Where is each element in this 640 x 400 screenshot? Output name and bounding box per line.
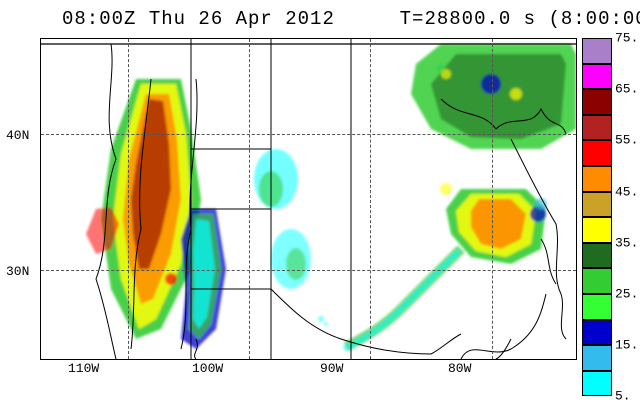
weather-map-window: 08:00Z Thu 26 Apr 2012 T=28800.0 s (8:00… bbox=[0, 0, 640, 400]
gridline-longitude bbox=[128, 39, 129, 359]
legend-swatch-7 bbox=[582, 217, 612, 243]
gridline-longitude bbox=[370, 39, 371, 359]
legend-label-55: 55. bbox=[615, 133, 638, 148]
legend-swatch-13 bbox=[582, 371, 612, 397]
legend-swatch-5 bbox=[582, 166, 612, 192]
legend-label-25: 25. bbox=[615, 287, 638, 302]
gridline-latitude bbox=[41, 134, 576, 135]
title-bar: 08:00Z Thu 26 Apr 2012 T=28800.0 s (8:00… bbox=[62, 8, 640, 30]
lon-tick-110W: 110W bbox=[68, 361, 99, 376]
legend-swatch-12 bbox=[582, 345, 612, 371]
gridline-latitude bbox=[41, 270, 576, 271]
time-elapsed-label: T=28800.0 s (8:00:00) bbox=[400, 8, 640, 30]
legend-label-45: 45. bbox=[615, 184, 638, 199]
datetime-label: 08:00Z Thu 26 Apr 2012 bbox=[62, 8, 335, 30]
legend-swatch-4 bbox=[582, 140, 612, 166]
legend-swatch-0 bbox=[582, 38, 612, 64]
legend-swatch-2 bbox=[582, 89, 612, 115]
lon-tick-80W: 80W bbox=[448, 361, 471, 376]
precipitation-map[interactable] bbox=[40, 38, 577, 360]
legend-swatch-8 bbox=[582, 243, 612, 269]
legend-swatch-10 bbox=[582, 294, 612, 320]
lon-tick-90W: 90W bbox=[320, 361, 343, 376]
gridline-longitude bbox=[249, 39, 250, 359]
legend-swatch-11 bbox=[582, 320, 612, 346]
legend-label-35: 35. bbox=[615, 235, 638, 250]
legend-label-65: 65. bbox=[615, 82, 638, 97]
legend-swatch-9 bbox=[582, 268, 612, 294]
state-borders-layer bbox=[41, 39, 576, 359]
lat-tick-40N: 40N bbox=[6, 128, 29, 143]
lon-tick-100W: 100W bbox=[192, 361, 223, 376]
legend-swatch-6 bbox=[582, 192, 612, 218]
color-scale-legend[interactable]: 75. 65. 55. 45. 35. 25. 15. 5. bbox=[582, 38, 620, 358]
gridline-longitude bbox=[492, 39, 493, 359]
lat-tick-30N: 30N bbox=[6, 264, 29, 279]
legend-swatch-1 bbox=[582, 64, 612, 90]
legend-label-75: 75. bbox=[615, 31, 638, 46]
legend-label-15: 15. bbox=[615, 338, 638, 353]
legend-label-5: 5. bbox=[615, 389, 631, 400]
legend-swatch-3 bbox=[582, 115, 612, 141]
